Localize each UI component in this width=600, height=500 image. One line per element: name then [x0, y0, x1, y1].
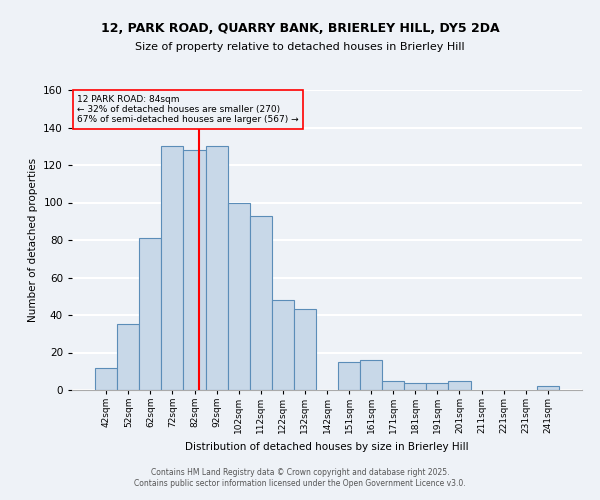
Bar [117, 324, 139, 390]
Bar [250, 216, 272, 390]
Bar [338, 362, 360, 390]
Bar [206, 146, 227, 390]
X-axis label: Distribution of detached houses by size in Brierley Hill: Distribution of detached houses by size … [185, 442, 469, 452]
Bar [227, 202, 250, 390]
Bar [448, 380, 470, 390]
Bar [404, 382, 427, 390]
Bar [139, 238, 161, 390]
Bar [294, 310, 316, 390]
Y-axis label: Number of detached properties: Number of detached properties [28, 158, 38, 322]
Bar [161, 146, 184, 390]
Text: Contains HM Land Registry data © Crown copyright and database right 2025.
Contai: Contains HM Land Registry data © Crown c… [134, 468, 466, 487]
Text: 12 PARK ROAD: 84sqm
← 32% of detached houses are smaller (270)
67% of semi-detac: 12 PARK ROAD: 84sqm ← 32% of detached ho… [77, 94, 299, 124]
Bar [184, 150, 206, 390]
Bar [537, 386, 559, 390]
Bar [95, 368, 117, 390]
Bar [427, 382, 448, 390]
Text: 12, PARK ROAD, QUARRY BANK, BRIERLEY HILL, DY5 2DA: 12, PARK ROAD, QUARRY BANK, BRIERLEY HIL… [101, 22, 499, 36]
Bar [272, 300, 294, 390]
Bar [382, 380, 404, 390]
Bar [360, 360, 382, 390]
Text: Size of property relative to detached houses in Brierley Hill: Size of property relative to detached ho… [135, 42, 465, 52]
